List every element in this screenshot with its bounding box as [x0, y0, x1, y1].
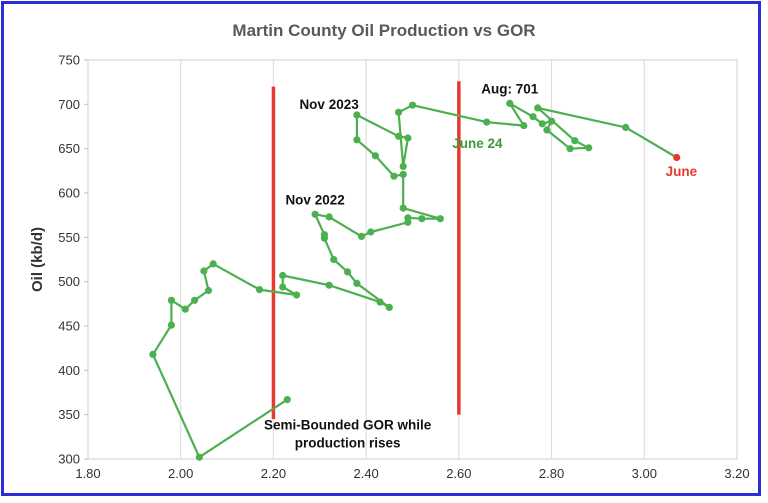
annotation-label: Aug: 701 [481, 82, 539, 97]
annotation-label: June [666, 164, 698, 179]
x-tick-label: 3.00 [632, 466, 657, 481]
annotation-label: June 24 [452, 136, 503, 151]
x-tick-label: 2.00 [168, 466, 193, 481]
data-point [418, 215, 426, 223]
data-point [353, 111, 361, 119]
plot-area [87, 59, 738, 460]
data-point [399, 204, 407, 212]
data-point [390, 172, 398, 180]
data-point [543, 126, 551, 134]
data-point [385, 303, 393, 311]
data-point [404, 134, 412, 142]
y-tick-label: 350 [58, 407, 80, 422]
data-point [167, 296, 175, 304]
y-tick-label: 650 [58, 141, 80, 156]
data-point [204, 286, 213, 295]
data-point [293, 291, 301, 299]
data-point [538, 120, 546, 128]
series-oil-vs-gor [149, 99, 681, 461]
data-point [149, 350, 157, 358]
data-point [436, 215, 444, 223]
x-tick-label: 2.80 [539, 466, 564, 481]
data-point [571, 137, 579, 145]
y-tick-label: 500 [58, 274, 80, 289]
annotation-label: Semi-Bounded GOR while [264, 418, 432, 433]
x-tick-label: 2.20 [261, 466, 286, 481]
y-axis-ticks: 300 350 400 450 500 550 600 650 700 750 [58, 53, 88, 467]
y-axis-label: Oil (kb/d) [29, 227, 46, 292]
data-point [209, 260, 217, 268]
y-tick-label: 300 [58, 452, 80, 467]
data-point [483, 118, 491, 126]
data-point [673, 153, 681, 162]
data-point [376, 298, 384, 306]
data-point [195, 453, 203, 461]
y-tick-label: 550 [58, 230, 80, 245]
data-point [167, 321, 175, 329]
gridlines [87, 60, 738, 459]
data-point [320, 231, 328, 239]
data-point [279, 271, 287, 280]
y-tick-label: 450 [58, 319, 80, 334]
data-point [255, 286, 264, 294]
data-point [325, 281, 333, 289]
oil-vs-gor-chart: Martin County Oil Production vs GOR 1.80… [29, 21, 750, 481]
annotation-label: Nov 2022 [285, 193, 344, 208]
data-point [353, 279, 361, 287]
data-point [548, 117, 556, 125]
data-point [181, 305, 189, 313]
x-tick-label: 1.80 [75, 466, 100, 481]
data-point [534, 104, 542, 112]
data-point [399, 162, 407, 170]
x-axis-ticks: 1.80 2.00 2.20 2.40 2.60 2.80 3.00 3.20 [75, 466, 749, 481]
chart-frame: Martin County Oil Production vs GOR 1.80… [1, 1, 761, 496]
data-point [395, 108, 403, 116]
data-point [529, 113, 537, 121]
y-tick-label: 750 [58, 53, 80, 68]
data-point [325, 213, 333, 221]
data-point [585, 144, 593, 152]
data-point [344, 268, 352, 276]
data-point [408, 101, 417, 109]
chart-title: Martin County Oil Production vs GOR [232, 21, 535, 40]
data-point [520, 122, 528, 130]
data-point [506, 99, 514, 107]
data-point [404, 214, 412, 222]
x-tick-label: 3.20 [724, 466, 749, 481]
data-point [357, 232, 366, 240]
data-point [200, 267, 208, 275]
reference-lines [271, 81, 461, 420]
annotations: Nov 2023 Aug: 701 June 24 June Nov 2022 Semi-… [264, 82, 698, 451]
x-tick-label: 2.60 [446, 466, 471, 481]
data-point [399, 170, 407, 178]
y-tick-label: 600 [58, 186, 80, 201]
data-point [367, 228, 375, 236]
annotation-label: production rises [295, 436, 401, 451]
data-point [283, 396, 291, 404]
y-tick-label: 700 [58, 97, 80, 112]
data-point [566, 145, 574, 153]
data-point [311, 210, 319, 218]
data-point [279, 283, 287, 291]
series-line [151, 102, 678, 459]
x-tick-label: 2.40 [353, 466, 378, 481]
data-point [371, 152, 379, 160]
data-point [353, 136, 361, 144]
annotation-label: Nov 2023 [299, 97, 359, 112]
data-point [330, 255, 338, 264]
y-tick-label: 400 [58, 363, 80, 378]
data-point [622, 123, 630, 131]
data-point [191, 296, 199, 304]
data-point [395, 132, 403, 140]
